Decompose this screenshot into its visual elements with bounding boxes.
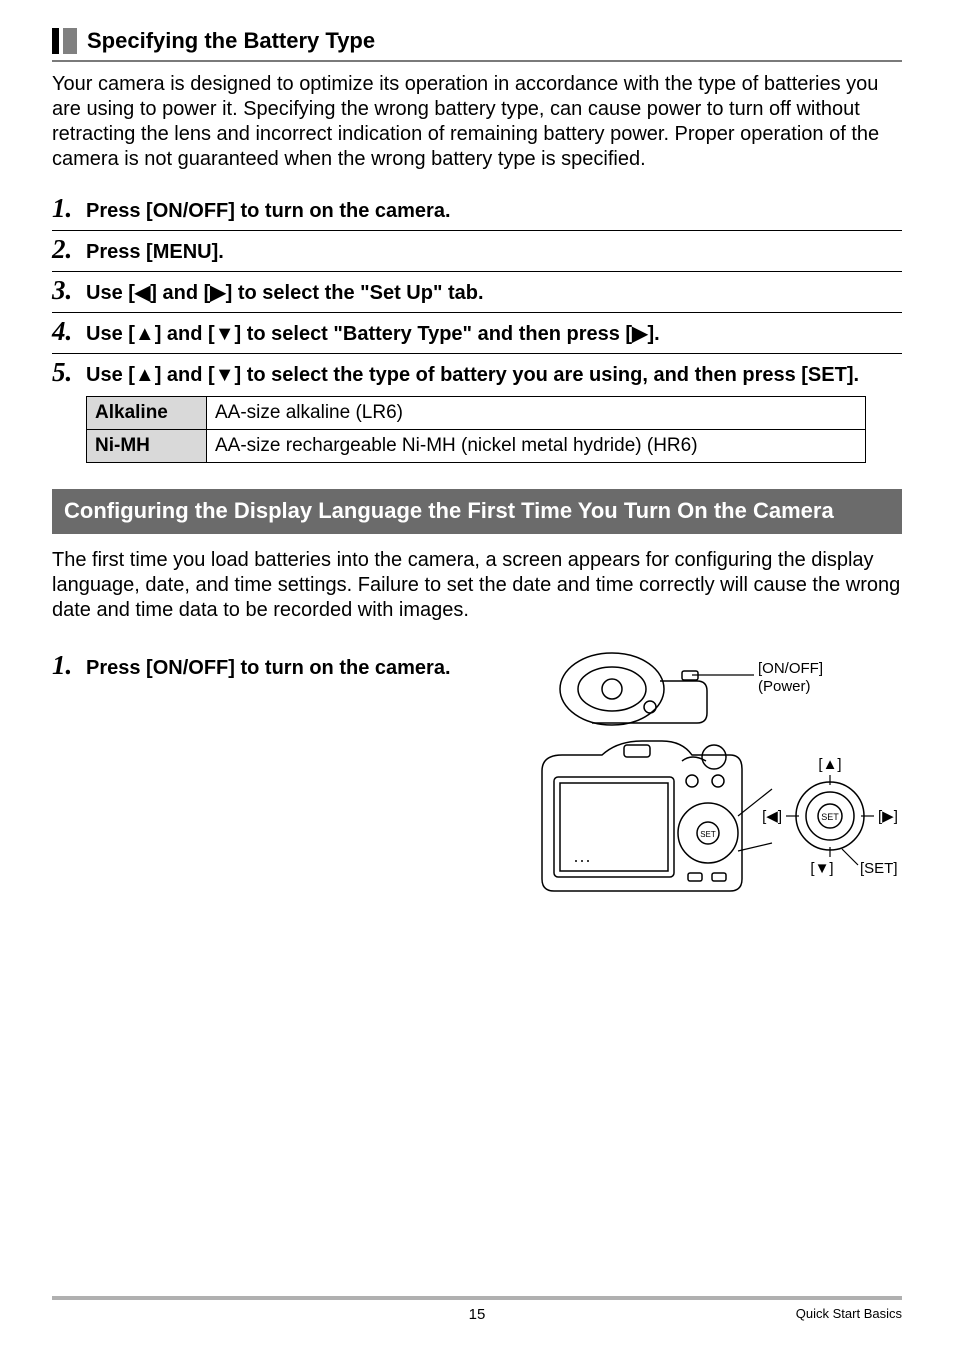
page-footer: 15 Quick Start Basics <box>52 1296 902 1323</box>
step-1: 1. Press [ON/OFF] to turn on the camera. <box>52 190 902 224</box>
label-power: (Power) <box>758 678 811 695</box>
svg-text:SET: SET <box>821 812 839 822</box>
step-text: Use [▲] and [▼] to select "Battery Type"… <box>86 317 660 347</box>
heading-underline <box>52 60 902 62</box>
step-number: 1. <box>52 194 86 224</box>
table-row: Alkaline AA-size alkaline (LR6) <box>87 397 866 430</box>
step-2: 2. Press [MENU]. <box>52 230 902 265</box>
step-4: 4. Use [▲] and [▼] to select "Battery Ty… <box>52 312 902 347</box>
step-text: Press [ON/OFF] to turn on the camera. <box>86 651 451 681</box>
step-text: Use [◀] and [▶] to select the "Set Up" t… <box>86 276 484 306</box>
page-number: 15 <box>469 1306 486 1323</box>
label-left: [◀] <box>762 808 782 825</box>
step-number: 3. <box>52 276 86 306</box>
config-step-1: 1. Press [ON/OFF] to turn on the camera. <box>52 647 532 681</box>
svg-text:SET: SET <box>700 830 716 839</box>
step-3: 3. Use [◀] and [▶] to select the "Set Up… <box>52 271 902 306</box>
heading-accent-bar-gray <box>63 28 77 54</box>
section-heading-config-lang: Configuring the Display Language the Fir… <box>52 489 902 534</box>
battery-label-alkaline: Alkaline <box>87 397 207 430</box>
config-intro-paragraph: The first time you load batteries into t… <box>52 548 902 623</box>
step-number: 1. <box>52 651 86 681</box>
table-row: Ni-MH AA-size rechargeable Ni-MH (nickel… <box>87 430 866 463</box>
heading-accent-bar-black <box>52 28 59 54</box>
label-down: [▼] <box>810 860 833 877</box>
step-text: Press [MENU]. <box>86 235 224 265</box>
step-text: Use [▲] and [▼] to select the type of ba… <box>86 358 859 388</box>
label-right: [▶] <box>878 808 898 825</box>
battery-label-nimh: Ni-MH <box>87 430 207 463</box>
battery-desc-nimh: AA-size rechargeable Ni-MH (nickel metal… <box>207 430 866 463</box>
section-heading-spec-battery: Specifying the Battery Type <box>52 28 902 54</box>
camera-controls-figure: [ON/OFF] (Power) S <box>532 641 902 906</box>
heading-text: Specifying the Battery Type <box>87 28 375 54</box>
footer-section-title: Quick Start Basics <box>796 1306 902 1321</box>
label-set: [SET] <box>860 860 898 877</box>
label-onoff: [ON/OFF] <box>758 660 823 677</box>
step-number: 4. <box>52 317 86 347</box>
battery-desc-alkaline: AA-size alkaline (LR6) <box>207 397 866 430</box>
intro-paragraph: Your camera is designed to optimize its … <box>52 72 902 172</box>
step-5: 5. Use [▲] and [▼] to select the type of… <box>52 353 902 388</box>
step-text: Press [ON/OFF] to turn on the camera. <box>86 194 451 224</box>
battery-type-table: Alkaline AA-size alkaline (LR6) Ni-MH AA… <box>86 396 866 463</box>
label-up: [▲] <box>818 756 841 773</box>
step-number: 5. <box>52 358 86 388</box>
step-number: 2. <box>52 235 86 265</box>
